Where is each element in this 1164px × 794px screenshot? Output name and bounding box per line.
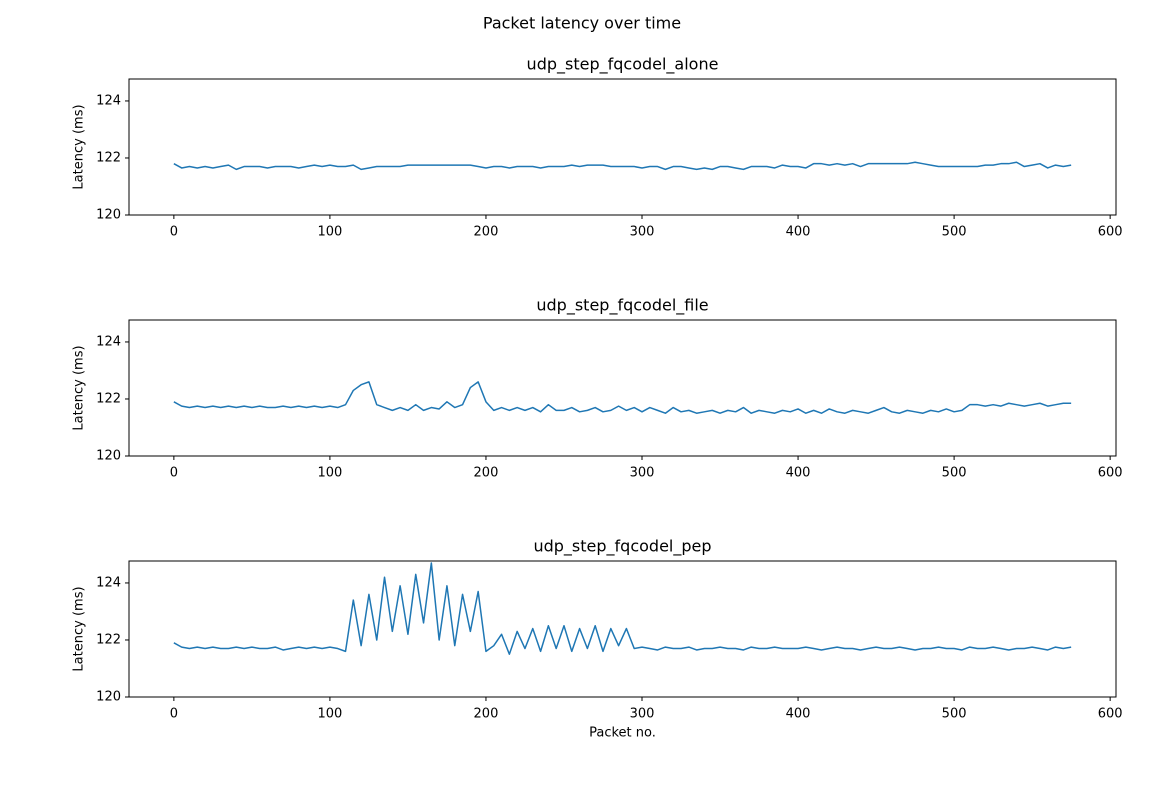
axes-frame	[128, 319, 1117, 457]
x-tick-label: 500	[942, 466, 967, 481]
x-tick-label: 100	[317, 707, 342, 722]
x-tick-label: 600	[1098, 225, 1123, 240]
y-axis-label: Latency (ms)	[72, 345, 87, 430]
x-axis-label: Packet no.	[589, 726, 656, 741]
x-tick-label: 400	[786, 225, 811, 240]
subplot-title: udp_step_fqcodel_pep	[533, 537, 711, 557]
x-tick-label: 200	[474, 225, 499, 240]
subplot-title: udp_step_fqcodel_alone	[527, 55, 719, 75]
y-tick-label: 122	[96, 391, 121, 406]
subplot-title: udp_step_fqcodel_file	[536, 296, 708, 316]
x-tick-label: 400	[786, 707, 811, 722]
latency-line	[173, 381, 1072, 414]
x-tick-label: 300	[630, 466, 655, 481]
latency-line	[173, 562, 1072, 655]
y-tick-label: 122	[96, 150, 121, 165]
x-tick-label: 0	[170, 466, 178, 481]
y-tick-label: 120	[96, 449, 121, 464]
axes-frame	[128, 560, 1117, 698]
figure-title: Packet latency over time	[483, 14, 681, 33]
y-axis-label: Latency (ms)	[72, 586, 87, 671]
x-tick-label: 100	[317, 466, 342, 481]
y-tick-label: 120	[96, 208, 121, 223]
x-tick-label: 600	[1098, 707, 1123, 722]
y-tick-label: 122	[96, 632, 121, 647]
y-tick-label: 124	[96, 575, 121, 590]
y-tick-label: 124	[96, 93, 121, 108]
x-tick-label: 200	[474, 707, 499, 722]
y-tick-label: 124	[96, 334, 121, 349]
y-tick-label: 120	[96, 690, 121, 705]
x-tick-label: 100	[317, 225, 342, 240]
x-tick-label: 0	[170, 707, 178, 722]
x-tick-label: 300	[630, 225, 655, 240]
x-tick-label: 600	[1098, 466, 1123, 481]
x-tick-label: 400	[786, 466, 811, 481]
y-axis-label: Latency (ms)	[72, 104, 87, 189]
x-tick-label: 500	[942, 707, 967, 722]
x-tick-label: 0	[170, 225, 178, 240]
x-tick-label: 200	[474, 466, 499, 481]
x-tick-label: 500	[942, 225, 967, 240]
axes-frame	[128, 78, 1117, 216]
latency-line	[173, 161, 1072, 171]
x-tick-label: 300	[630, 707, 655, 722]
